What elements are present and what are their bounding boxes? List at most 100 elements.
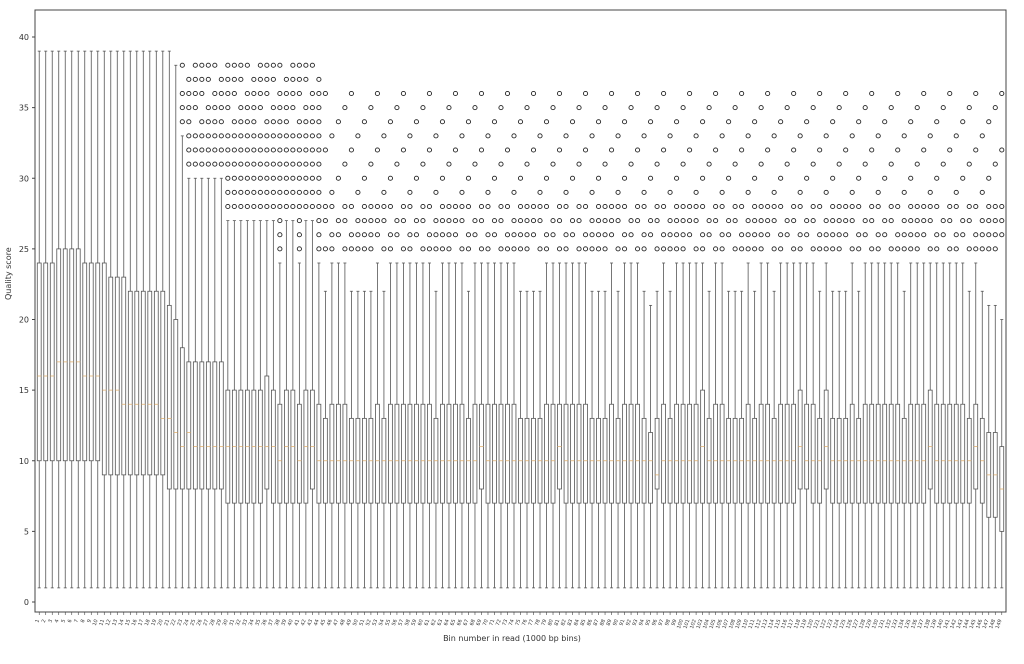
box-bin-137 xyxy=(921,90,927,589)
box-bin-1 xyxy=(36,50,42,589)
x-tick-label: 90 xyxy=(612,619,620,627)
box-bin-41 xyxy=(296,62,302,589)
x-tick-label: 41 xyxy=(293,619,301,627)
box-bin-25 xyxy=(192,62,198,589)
x-tick-label: 57 xyxy=(397,619,405,627)
box-bin-60 xyxy=(420,105,426,589)
box-bin-146 xyxy=(979,133,985,589)
x-tick-label: 94 xyxy=(638,619,646,627)
y-tick-label: 35 xyxy=(19,104,29,113)
y-tick-label: 10 xyxy=(19,457,29,466)
x-tick-label: 101 xyxy=(683,619,692,630)
y-tick-label: 5 xyxy=(24,527,29,536)
x-tick-label: 16 xyxy=(131,619,139,627)
x-tick-label: 18 xyxy=(144,619,152,627)
x-tick-label: 112 xyxy=(754,619,763,630)
box-bin-15 xyxy=(127,50,133,589)
box-bin-98 xyxy=(667,133,673,589)
box-bin-145 xyxy=(973,90,979,589)
box-bin-18 xyxy=(147,50,153,589)
box-bin-31 xyxy=(231,62,237,589)
box-bin-22 xyxy=(173,64,179,589)
x-tick-label: 38 xyxy=(274,619,282,627)
x-tick-label: 120 xyxy=(806,619,815,630)
box-bin-52 xyxy=(368,105,374,589)
box-bin-54 xyxy=(381,133,387,589)
box-bin-27 xyxy=(205,62,211,589)
x-tick-label: 109 xyxy=(735,619,744,630)
box-bin-53 xyxy=(374,90,380,589)
x-tick-label: 119 xyxy=(800,619,809,630)
box-bin-13 xyxy=(114,50,120,589)
box-bin-114 xyxy=(771,133,777,589)
box-bin-86 xyxy=(589,133,595,589)
box-bin-66 xyxy=(459,133,465,589)
x-tick-label: 99 xyxy=(671,619,679,627)
box-bin-77 xyxy=(530,90,537,589)
x-tick-label: 3 xyxy=(47,619,54,624)
x-tick-label: 134 xyxy=(897,619,906,630)
box-bin-113 xyxy=(765,90,771,589)
box-bin-57 xyxy=(400,90,406,589)
box-bin-17 xyxy=(140,50,146,589)
box-bin-76 xyxy=(524,105,530,589)
box-bin-127 xyxy=(856,119,862,589)
x-tick-label: 45 xyxy=(319,619,327,627)
x-tick-label: 68 xyxy=(469,619,477,627)
y-tick-label: 40 xyxy=(19,33,29,42)
box-bin-89 xyxy=(609,90,615,589)
x-tick-label: 136 xyxy=(910,619,919,630)
y-tick-label: 20 xyxy=(19,316,29,325)
x-tick-label: 73 xyxy=(502,619,510,627)
box-bin-112 xyxy=(758,105,764,589)
x-tick-label: 107 xyxy=(722,619,731,630)
box-bin-99 xyxy=(674,119,680,589)
box-bin-106 xyxy=(719,133,725,589)
x-tick-label: 31 xyxy=(228,619,236,627)
x-tick-label: 85 xyxy=(580,619,588,627)
x-tick-label: 28 xyxy=(209,619,217,627)
box-bin-115 xyxy=(778,119,784,589)
box-bin-102 xyxy=(693,133,699,589)
x-tick-label: 27 xyxy=(202,619,210,627)
x-tick-label: 24 xyxy=(183,619,191,627)
box-bin-26 xyxy=(199,62,205,589)
box-bin-23 xyxy=(179,62,185,589)
x-tick-label: 148 xyxy=(988,619,997,630)
box-bin-126 xyxy=(849,133,855,589)
box-bin-131 xyxy=(882,119,888,589)
x-tick-label: 9 xyxy=(86,619,93,624)
box-bin-91 xyxy=(622,119,628,589)
x-tick-label: 147 xyxy=(982,619,991,630)
box-bin-84 xyxy=(576,105,582,589)
box-bin-37 xyxy=(270,62,276,589)
x-tick-label: 50 xyxy=(352,619,360,627)
box-bin-100 xyxy=(680,105,686,589)
box-bin-4 xyxy=(56,50,62,589)
box-bin-129 xyxy=(869,90,875,589)
y-tick-label: 25 xyxy=(19,245,29,254)
box-bin-109 xyxy=(739,90,745,589)
box-bin-119 xyxy=(804,119,810,589)
box-bin-144 xyxy=(966,105,972,589)
box-bin-121 xyxy=(817,90,823,589)
box-bin-55 xyxy=(387,119,393,589)
box-bin-2 xyxy=(43,50,49,589)
box-bin-138 xyxy=(927,133,933,589)
box-bin-40 xyxy=(290,62,296,589)
x-tick-label: 131 xyxy=(878,619,887,630)
x-tick-label: 48 xyxy=(339,619,347,627)
y-axis-label: Quality score xyxy=(4,247,13,300)
x-tick-label: 36 xyxy=(261,619,269,627)
box-bin-39 xyxy=(283,76,289,589)
x-tick-label: 35 xyxy=(254,619,262,627)
y-tick-label: 0 xyxy=(24,598,29,607)
x-tick-label: 69 xyxy=(476,619,484,627)
x-tick-label: 141 xyxy=(943,619,952,630)
x-tick-label: 105 xyxy=(709,619,718,630)
x-tick-label: 146 xyxy=(975,619,984,630)
x-tick-label: 110 xyxy=(741,619,750,630)
x-tick-label: 103 xyxy=(696,619,705,630)
x-tick-label: 86 xyxy=(586,619,594,627)
